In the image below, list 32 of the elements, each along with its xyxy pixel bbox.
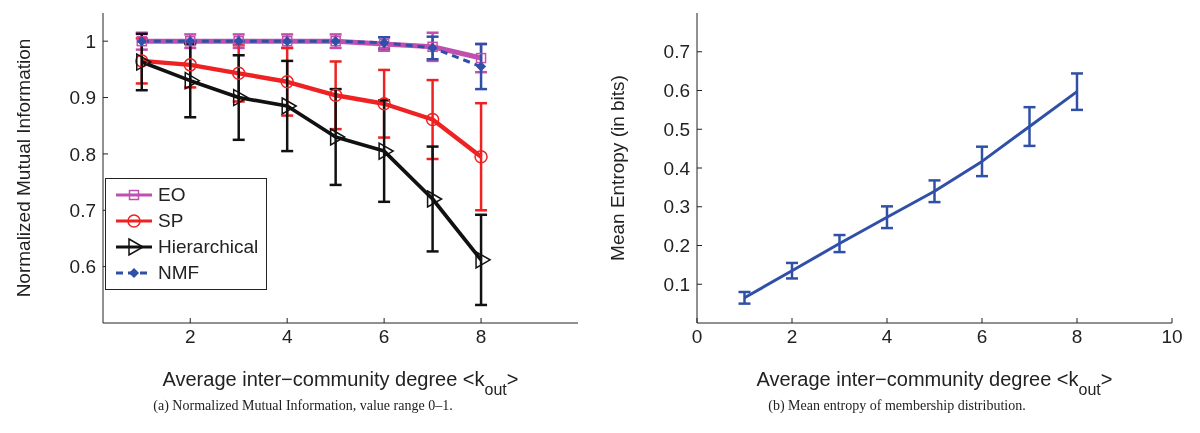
x-tick-label: 0 [691, 326, 703, 348]
y-axis-title: Normalized Mutual Information [12, 38, 34, 298]
x-axis-title: Average inter−community degree <k$_{out}$> [162, 368, 519, 398]
x-tick-label: 4 [281, 326, 293, 348]
y-tick-label: 0.5 [663, 119, 690, 140]
legend-label: EO [158, 184, 186, 206]
text: (a) Normalized Mutual Information, value range 0–1. [152, 398, 454, 414]
x-tick-label: 10 [1161, 326, 1183, 348]
y-tick-label: 0.2 [663, 235, 690, 257]
x-tick-label: 6 [976, 326, 988, 348]
y-tick-label: 0.7 [663, 41, 690, 63]
legend-label: SP [158, 210, 184, 232]
y-tick-label: 0.1 [663, 273, 690, 295]
y-tick-label: 0.9 [69, 87, 96, 109]
x-tick-label: 4 [881, 326, 893, 348]
legend-label: NMF [158, 262, 200, 284]
y-tick-label: 0.6 [69, 256, 96, 278]
y-tick-label: 1 [85, 30, 96, 52]
x-tick-label: 2 [786, 326, 798, 348]
text: (b) Mean entropy of membership distribution. [767, 398, 1027, 414]
legend-label: Hierarchical [158, 236, 259, 258]
x-tick-label: 8 [475, 326, 487, 348]
x-tick-label: 6 [378, 326, 390, 348]
y-tick-label: 0.7 [69, 200, 96, 222]
x-tick-label: 2 [184, 326, 196, 348]
y-tick-label: 0.3 [663, 196, 690, 218]
x-tick-label: 8 [1071, 326, 1083, 348]
x-axis-title: Average inter−community degree <k$_{out}$> [756, 368, 1113, 398]
y-tick-label: 0.4 [663, 157, 691, 179]
y-axis-title: Mean Entropy (in bits) [606, 75, 628, 261]
y-tick-label: 0.8 [69, 143, 96, 165]
y-tick-label: 0.6 [663, 80, 690, 102]
